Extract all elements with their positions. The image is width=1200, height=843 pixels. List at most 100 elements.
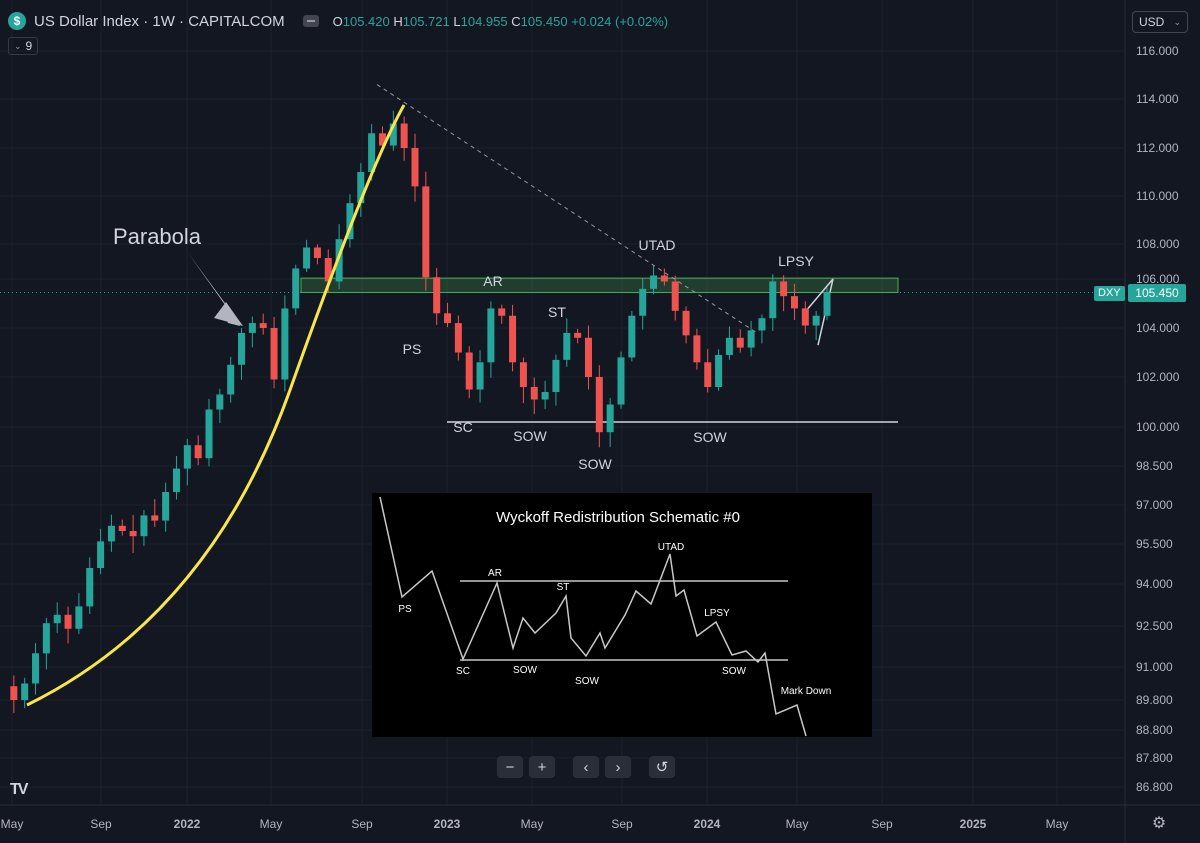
candle-down <box>584 337 592 377</box>
x-tick-label: 2022 <box>174 817 201 831</box>
price-axis: 116.000 114.000 112.000 110.000 108.000 106.0… <box>1 44 1180 831</box>
currency-select[interactable]: USD ⌄ <box>1132 11 1188 33</box>
zoom-in-button[interactable]: + <box>529 756 555 778</box>
candle-down <box>780 281 788 297</box>
candle-down <box>736 337 744 348</box>
candle-up <box>107 525 115 542</box>
chart-annotations: Parabola PS AR SC SOW ST SOW UTAD SOW LPSY <box>113 224 815 472</box>
candle-up <box>205 409 213 459</box>
candle-down <box>259 323 267 328</box>
candle-up <box>628 315 636 358</box>
wedge-pattern <box>805 278 834 346</box>
y-tick-label: 102.000 <box>1136 370 1180 384</box>
candle-up <box>639 288 647 316</box>
candle-up <box>368 133 376 172</box>
scroll-right-button[interactable]: › <box>605 756 631 778</box>
x-tick-label: Sep <box>871 817 893 831</box>
candle-up <box>216 394 224 410</box>
inset-title: Wyckoff Redistribution Schematic #0 <box>496 509 740 526</box>
candle-down <box>324 258 332 282</box>
x-tick-label: Sep <box>351 817 373 831</box>
candle-up <box>617 357 625 405</box>
annotation-label: SOW <box>578 456 612 472</box>
candle-down <box>378 133 386 146</box>
candle-down <box>498 308 506 316</box>
candle-up <box>292 268 300 309</box>
candle-up <box>606 404 614 433</box>
annotation-label: PS <box>403 341 422 357</box>
inset-background <box>372 493 872 737</box>
y-tick-label: 98.500 <box>1136 459 1173 473</box>
inset-label: SOW <box>722 666 746 677</box>
candle-down <box>411 148 419 187</box>
y-tick-label: 106.000 <box>1136 272 1180 286</box>
x-tick-label: May <box>521 817 544 831</box>
y-tick-label: 94.000 <box>1136 577 1173 591</box>
inset-label: UTAD <box>658 542 684 553</box>
annotation-label: LPSY <box>778 253 814 269</box>
candle-up <box>303 247 311 269</box>
candle-up <box>42 623 50 654</box>
zoom-out-button[interactable]: − <box>497 756 523 778</box>
annotation-label: SC <box>453 419 472 435</box>
candle-up <box>86 568 94 607</box>
inset-label: ST <box>557 582 570 593</box>
wyckoff-schematic-inset: Wyckoff Redistribution Schematic #0 PS AR S… <box>372 493 872 737</box>
tradingview-logo-icon[interactable]: TV <box>10 781 29 798</box>
chevron-down-icon: ⌄ <box>14 40 22 51</box>
annotation-label: Parabola <box>113 224 202 249</box>
inset-label: PS <box>398 604 412 615</box>
reset-chart-button[interactable]: ↺ <box>649 756 675 778</box>
candle-up <box>140 515 148 537</box>
x-tick-label: 2023 <box>434 817 461 831</box>
inset-label: SC <box>456 666 470 677</box>
inset-label: SOW <box>513 665 537 676</box>
symbol-title[interactable]: US Dollar Index · 1W · CAPITALCOM <box>34 12 285 30</box>
y-tick-label: 89.800 <box>1136 693 1173 707</box>
candle-up <box>346 203 354 240</box>
gear-icon[interactable]: ⚙ <box>1151 815 1167 832</box>
collapse-button[interactable] <box>302 15 319 27</box>
candle-down <box>509 315 517 363</box>
candle-down <box>422 186 430 278</box>
annotation-label: AR <box>483 273 502 289</box>
candle-down <box>194 445 202 459</box>
candle-up <box>32 653 40 684</box>
y-tick-label: 108.000 <box>1136 237 1180 251</box>
y-tick-label: 97.000 <box>1136 498 1173 512</box>
indicators-toggle[interactable]: ⌄ 9 <box>8 37 39 55</box>
x-tick-label: 2024 <box>694 817 721 831</box>
y-tick-label: 88.800 <box>1136 723 1173 737</box>
x-tick-label: May <box>1046 817 1069 831</box>
candle-up <box>552 359 560 392</box>
y-tick-label: 110.000 <box>1136 189 1179 203</box>
candle-up <box>162 492 170 521</box>
candle-up <box>563 332 571 360</box>
candle-down <box>400 123 408 148</box>
candle-down <box>574 332 582 338</box>
trend-lines <box>0 84 1125 423</box>
scroll-left-button[interactable]: ‹ <box>573 756 599 778</box>
candle-up <box>812 315 820 326</box>
parabola-curve <box>26 104 406 707</box>
candle-down <box>10 686 18 700</box>
candle-down <box>519 362 527 387</box>
candle-up <box>487 308 495 363</box>
candle-up <box>823 292 831 316</box>
annotation-label: UTAD <box>638 237 675 253</box>
chart-nav-buttons: − + ‹ › ↺ <box>497 756 675 778</box>
resistance-zone-rect <box>300 277 899 293</box>
y-tick-label: 112.000 <box>1136 141 1179 155</box>
resistance-zone <box>300 277 899 293</box>
x-tick-label: Sep <box>90 817 112 831</box>
x-tick-label: Sep <box>611 817 633 831</box>
candle-down <box>682 310 690 336</box>
candles <box>10 110 831 713</box>
inset-price-path <box>379 496 807 737</box>
y-tick-label: 86.800 <box>1136 780 1173 794</box>
y-tick-label: 104.000 <box>1136 321 1180 335</box>
candle-up <box>53 614 61 624</box>
candle-up <box>183 445 191 469</box>
candle-down <box>530 387 538 400</box>
